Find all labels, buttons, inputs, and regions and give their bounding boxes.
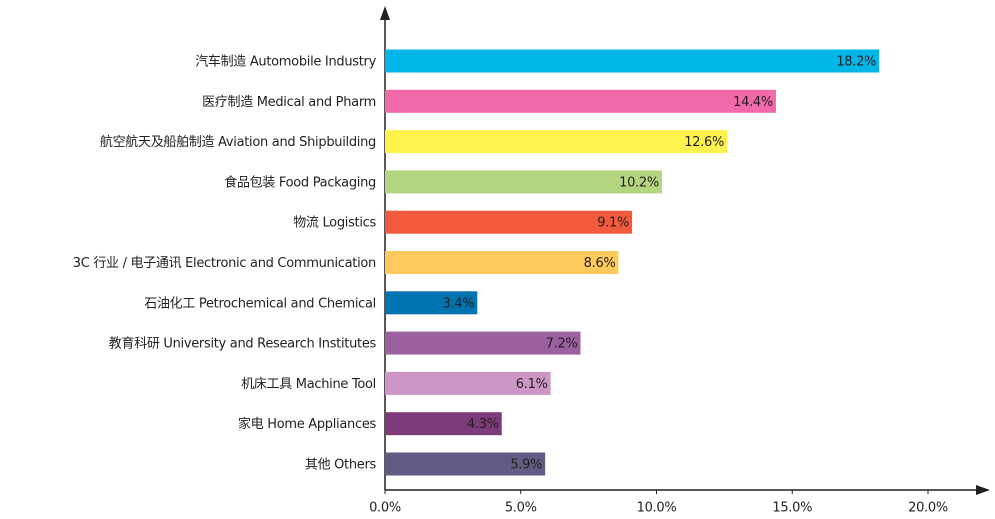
value-label: 3.4%	[442, 296, 474, 311]
bar	[385, 371, 551, 395]
bar	[385, 130, 728, 154]
y-tick-label: 物流 Logistics	[293, 216, 376, 231]
y-tick-label: 3C 行业 / 电子通讯 Electronic and Communicatio…	[73, 256, 376, 271]
value-label: 9.1%	[597, 216, 629, 231]
x-tick-label: 15.0%	[772, 501, 812, 516]
x-tick-label: 10.0%	[637, 501, 677, 516]
x-axis-arrow	[976, 485, 990, 495]
y-axis-arrow	[380, 6, 390, 20]
x-tick-label: 20.0%	[908, 501, 948, 516]
value-label: 7.2%	[546, 337, 578, 352]
bar	[385, 89, 776, 113]
bar	[385, 412, 502, 436]
bar	[385, 331, 581, 355]
bar	[385, 49, 880, 73]
y-tick-label: 石油化工 Petrochemical and Chemical	[144, 296, 376, 311]
value-label: 6.1%	[516, 377, 548, 392]
y-tick-label: 教育科研 University and Research Institutes	[109, 336, 377, 352]
value-label: 4.3%	[467, 417, 499, 432]
bar	[385, 170, 662, 194]
bar	[385, 452, 546, 476]
value-label: 18.2%	[836, 55, 876, 70]
y-tick-label: 机床工具 Machine Tool	[241, 377, 376, 392]
bar	[385, 251, 619, 274]
value-label: 14.4%	[733, 95, 773, 110]
y-tick-label: 医疗制造 Medical and Pharm	[202, 95, 376, 110]
y-tick-label: 食品包装 Food Packaging	[224, 174, 376, 190]
bar	[385, 291, 478, 315]
y-tick-label: 航空航天及船舶制造 Aviation and Shipbuilding	[100, 134, 376, 150]
value-label: 5.9%	[510, 458, 542, 473]
value-label: 10.2%	[619, 175, 659, 190]
x-tick-label: 5.0%	[505, 501, 537, 516]
y-tick-label: 其他 Others	[305, 458, 377, 473]
bar	[385, 210, 633, 234]
x-tick-label: 0.0%	[369, 501, 401, 516]
y-tick-label: 家电 Home Appliances	[238, 416, 377, 432]
y-tick-label: 汽车制造 Automobile Industry	[195, 54, 376, 70]
value-label: 12.6%	[684, 135, 724, 150]
value-label: 8.6%	[584, 256, 616, 271]
